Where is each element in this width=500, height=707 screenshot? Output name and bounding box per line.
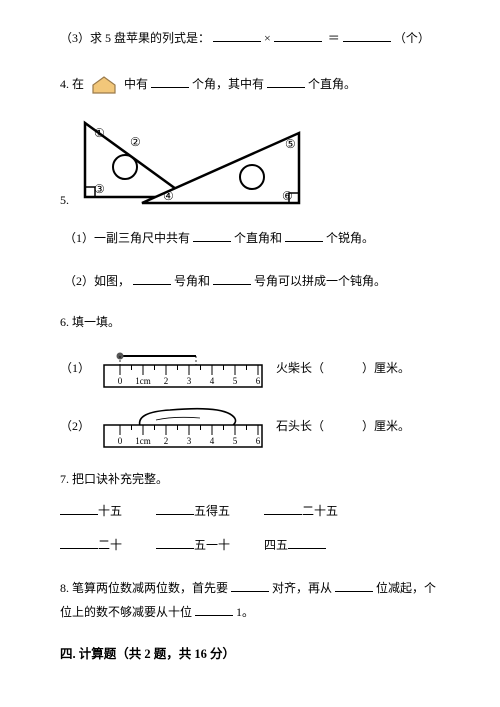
section-4-title: 四. 计算题（共 2 题，共 16 分） (60, 644, 440, 664)
q7-r1-b3[interactable] (264, 501, 302, 515)
q5-sub1-prefix: （1）一副三角尺中共有 (64, 231, 190, 245)
q4-suffix: 个直角。 (308, 77, 356, 91)
q7-r1-b1[interactable] (60, 501, 98, 515)
q6-sub2-text: 石头长（ (276, 417, 324, 436)
q5-sub2-mid1: 号角和 (174, 274, 210, 288)
q6-sub2: （2） 0 (60, 404, 440, 450)
triangle-set-figure: ① ② ③ ④ ⑤ ⑥ (77, 115, 307, 210)
svg-text:2: 2 (164, 436, 169, 446)
q7-title: 7. 把口诀补充完整。 (60, 470, 440, 489)
svg-text:4: 4 (210, 436, 215, 446)
svg-text:1cm: 1cm (135, 436, 151, 446)
q4-blank-1[interactable] (151, 74, 189, 88)
svg-text:1cm: 1cm (135, 376, 151, 386)
question-4: 4. 在 中有 个角，其中有 个直角。 (60, 74, 440, 95)
q7-r2-t2: 五一十 (194, 538, 230, 552)
q7-r1-b2[interactable] (156, 501, 194, 515)
q5-sub2-prefix: （2）如图， (64, 274, 130, 288)
label-5: ⑤ (285, 137, 296, 151)
q7-r1-t1: 十五 (98, 504, 122, 518)
q6-sub1: （1） (60, 348, 440, 390)
label-2: ② (130, 135, 141, 149)
svg-text:4: 4 (210, 376, 215, 386)
svg-text:0: 0 (118, 436, 123, 446)
q7-r2-b1[interactable] (60, 535, 98, 549)
q8-prefix: 8. 笔算两位数减两位数，首先要 (60, 581, 228, 595)
q3-times: × (264, 31, 271, 45)
pentagon-icon (89, 75, 119, 95)
svg-text:6: 6 (256, 436, 261, 446)
svg-text:5: 5 (233, 436, 238, 446)
q8-blank-2[interactable] (335, 578, 373, 592)
q6-sub2-unit: ）厘米。 (362, 417, 410, 436)
q3-prefix: （3）求 5 盘苹果的列式是： (60, 31, 210, 45)
label-4: ④ (163, 189, 174, 203)
question-5: 5. ① ② ③ ④ ⑤ ⑥ （1）一副三角尺中共有 个直角和 个锐角。 （2 (60, 115, 440, 290)
q4-prefix: 4. 在 (60, 77, 84, 91)
q3-equals: ＝ (328, 31, 340, 45)
q7-r2-t3: 四五 (264, 538, 288, 552)
q5-label: 5. (60, 193, 69, 207)
svg-text:3: 3 (187, 436, 192, 446)
label-1: ① (94, 126, 105, 140)
svg-text:3: 3 (187, 376, 192, 386)
q6-title: 6. 填一填。 (60, 313, 440, 332)
svg-text:5: 5 (233, 376, 238, 386)
q5-sub2: （2）如图， 号角和 号角可以拼成一个钝角。 (64, 271, 440, 291)
question-6: 6. 填一填。 （1） (60, 313, 440, 450)
question-8: 8. 笔算两位数减两位数，首先要 对齐，再从 位减起，个位上的数不够减要从十位 … (60, 576, 440, 624)
q3-blank-3[interactable] (343, 28, 391, 42)
q8-blank-1[interactable] (231, 578, 269, 592)
q7-r2-b3[interactable] (288, 535, 326, 549)
q4-mid1: 中有 (124, 77, 148, 91)
q7-r2-b2[interactable] (156, 535, 194, 549)
question-7: 7. 把口诀补充完整。 十五 五得五 二十五 二十 五一十 四五 (60, 470, 440, 556)
label-6: ⑥ (282, 189, 293, 203)
q5-sub2-blank-2[interactable] (213, 271, 251, 285)
question-3: （3）求 5 盘苹果的列式是： × ＝ （个） (60, 28, 440, 48)
q5-sub1-blank-2[interactable] (285, 228, 323, 242)
svg-text:6: 6 (256, 376, 261, 386)
ruler-match-figure: 0 1cm 2 3 4 5 6 (98, 348, 268, 390)
svg-text:0: 0 (118, 376, 123, 386)
q6-sub2-label: （2） (60, 417, 90, 436)
q3-unit: （个） (394, 31, 430, 45)
q8-blank-3[interactable] (195, 602, 233, 616)
q6-sub1-unit: ）厘米。 (362, 359, 410, 378)
q7-r1-t3: 二十五 (302, 504, 338, 518)
q8-mid1: 对齐，再从 (272, 581, 332, 595)
q4-mid2: 个角，其中有 (192, 77, 264, 91)
svg-text:2: 2 (164, 376, 169, 386)
q6-sub1-text: 火柴长（ (276, 359, 324, 378)
q5-sub1-blank-1[interactable] (193, 228, 231, 242)
ruler-stone-figure: 0 1cm 2 3 4 5 6 (98, 404, 268, 450)
q7-r1-t2: 五得五 (194, 504, 230, 518)
q5-sub2-blank-1[interactable] (133, 271, 171, 285)
q7-r2-t1: 二十 (98, 538, 122, 552)
q7-row1: 十五 五得五 二十五 (60, 501, 440, 521)
q5-sub1-suffix: 个锐角。 (326, 231, 374, 245)
q5-sub2-mid2: 号角可以拼成一个钝角。 (254, 274, 386, 288)
q3-blank-1[interactable] (213, 28, 261, 42)
q7-row2: 二十 五一十 四五 (60, 535, 440, 555)
q8-suffix: 1。 (236, 605, 254, 619)
label-3: ③ (94, 182, 105, 196)
q5-sub1: （1）一副三角尺中共有 个直角和 个锐角。 (64, 228, 440, 248)
q3-blank-2[interactable] (274, 28, 322, 42)
q6-sub1-label: （1） (60, 359, 90, 378)
q4-blank-2[interactable] (267, 74, 305, 88)
q5-sub1-mid: 个直角和 (234, 231, 282, 245)
